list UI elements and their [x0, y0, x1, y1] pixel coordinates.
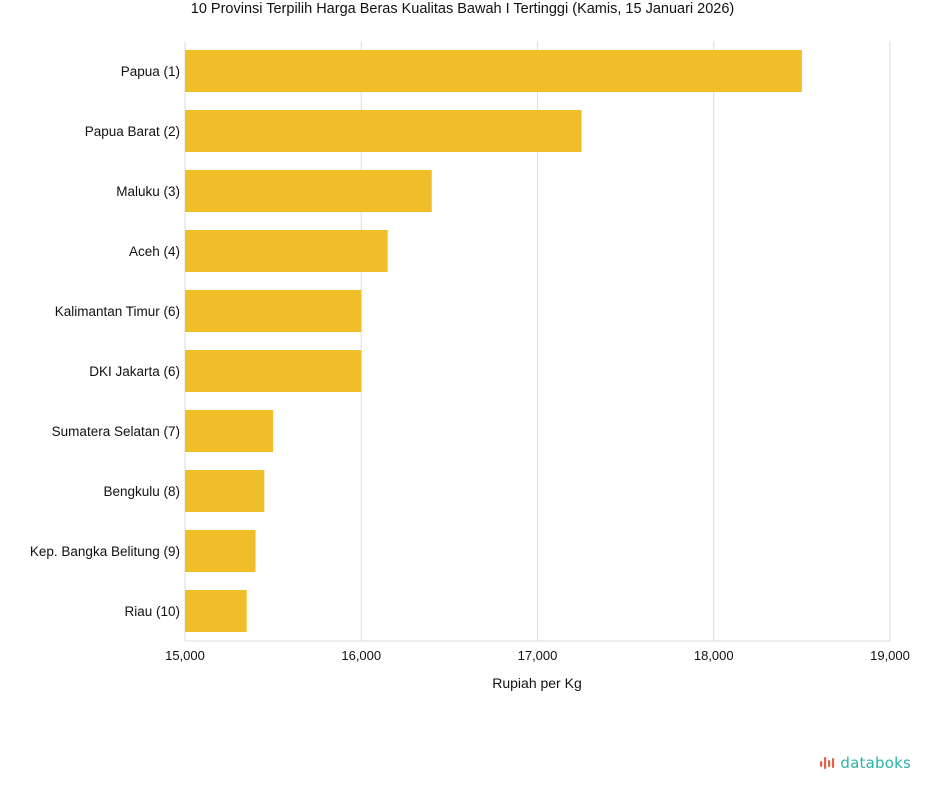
x-tick-label: 15,000 [165, 648, 205, 663]
bar[interactable] [185, 110, 582, 152]
x-tick-label: 18,000 [694, 648, 734, 663]
x-tick-label: 17,000 [518, 648, 558, 663]
x-tick-label: 19,000 [870, 648, 910, 663]
category-label: DKI Jakarta (6) [89, 364, 180, 379]
bars [185, 50, 802, 632]
category-label: Sumatera Selatan (7) [52, 424, 180, 439]
category-label: Riau (10) [124, 604, 180, 619]
bar[interactable] [185, 470, 265, 512]
x-axis-ticks: 15,000 16,000 17,000 18,000 19,000 [165, 648, 910, 663]
chart-title: 10 Provinsi Terpilih Harga Beras Kualita… [190, 1, 735, 17]
bar[interactable] [185, 530, 256, 572]
bar[interactable] [185, 590, 247, 632]
category-label: Aceh (4) [129, 244, 180, 259]
databoks-logo[interactable]: databoks [819, 754, 911, 772]
category-label: Kep. Bangka Belitung (9) [30, 544, 180, 559]
category-label: Maluku (3) [116, 184, 180, 199]
databoks-logo-icon [820, 757, 835, 769]
category-label: Bengkulu (8) [103, 484, 180, 499]
bar[interactable] [185, 410, 274, 452]
category-label: Kalimantan Timur (6) [55, 304, 180, 319]
databoks-logo-text: databoks [840, 754, 911, 772]
category-label: Papua (1) [121, 64, 180, 79]
bar[interactable] [185, 350, 362, 392]
category-label: Papua Barat (2) [85, 124, 180, 139]
bar[interactable] [185, 50, 802, 92]
bar[interactable] [185, 230, 388, 272]
bar[interactable] [185, 170, 432, 212]
bar[interactable] [185, 290, 362, 332]
category-labels: Papua (1) Papua Barat (2) Maluku (3) Aceh (… [30, 64, 180, 619]
x-tick-label: 16,000 [341, 648, 381, 663]
x-axis-title: Rupiah per Kg [492, 675, 582, 691]
